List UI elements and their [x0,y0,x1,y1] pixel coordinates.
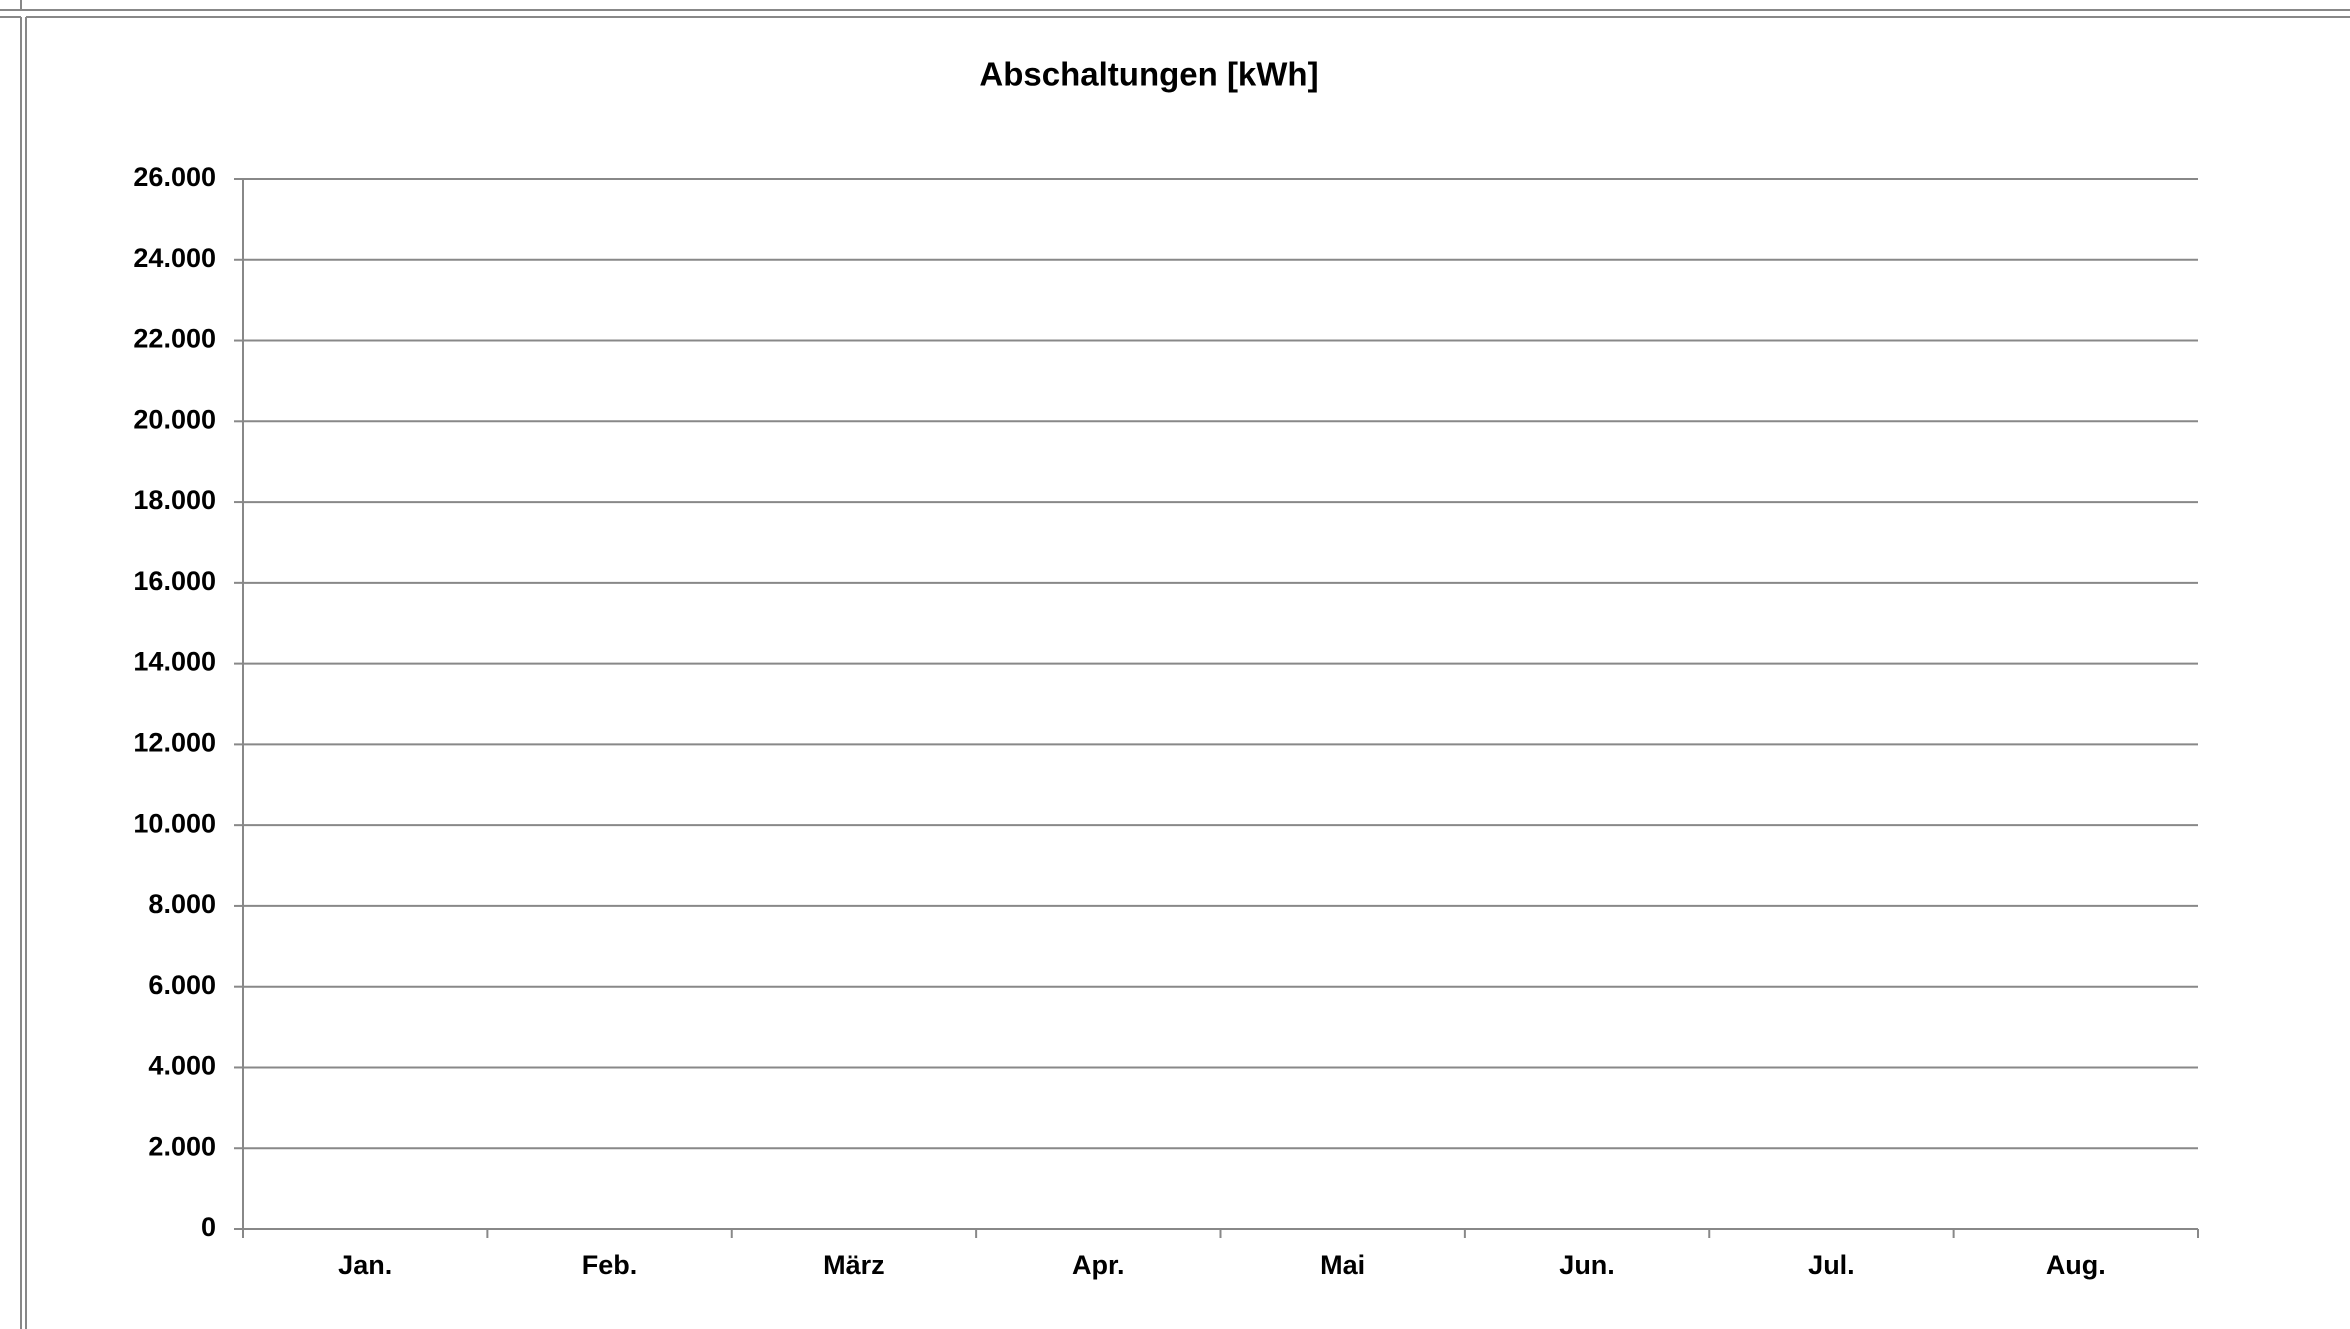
y-tick-label: 10.000 [133,808,216,838]
x-tick-label: Jul. [1808,1250,1855,1280]
y-tick-label: 0 [201,1212,216,1242]
y-tick-label: 8.000 [148,889,216,919]
y-tick-label: 18.000 [133,485,216,515]
y-tick-label: 24.000 [133,243,216,273]
x-tick-label: Apr. [1072,1250,1125,1280]
x-tick-label: Jun. [1559,1250,1615,1280]
x-tick-label: März [823,1250,885,1280]
y-tick-label: 26.000 [133,162,216,192]
x-tick-label: Feb. [582,1250,638,1280]
x-tick-label: Jan. [338,1250,392,1280]
y-tick-label: 16.000 [133,566,216,596]
chart-title: Abschaltungen [kWh] [979,56,1318,93]
y-tick-label: 20.000 [133,404,216,434]
y-tick-label: 4.000 [148,1051,216,1081]
y-tick-label: 22.000 [133,324,216,354]
y-tick-label: 12.000 [133,728,216,758]
x-tick-label: Mai [1320,1250,1365,1280]
y-tick-label: 14.000 [133,647,216,677]
x-tick-label: Aug. [2046,1250,2106,1280]
y-tick-label: 2.000 [148,1131,216,1161]
y-tick-label: 6.000 [148,970,216,1000]
